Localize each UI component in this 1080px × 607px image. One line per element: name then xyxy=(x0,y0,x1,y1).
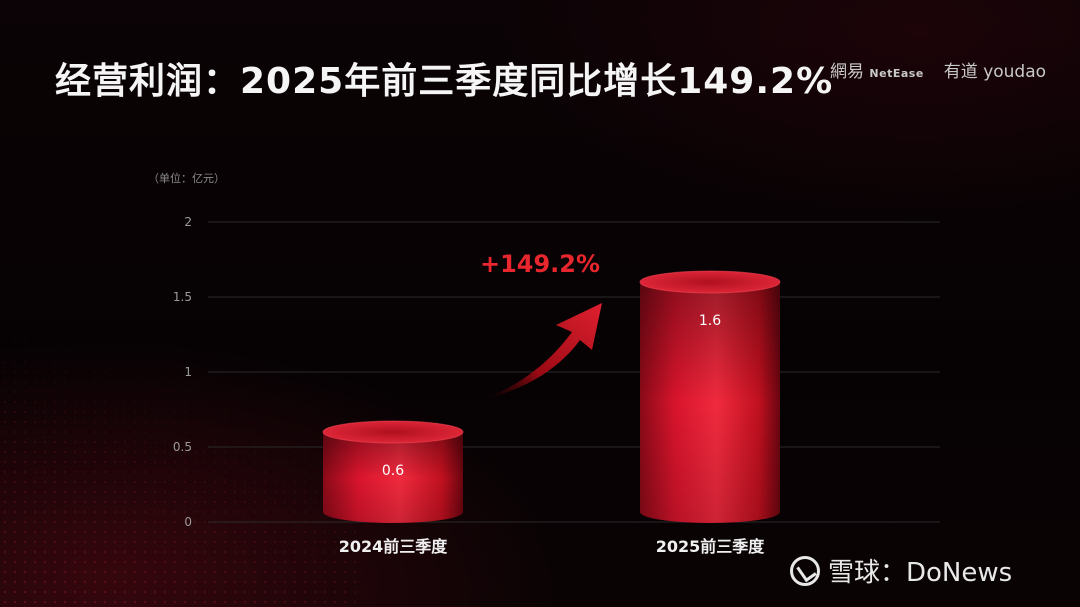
x-axis-labels: 2024前三季度 2025前三季度 xyxy=(339,537,766,556)
bars-group: 0.6 1.6 xyxy=(322,270,781,523)
watermark: 雪球：DoNews xyxy=(790,552,1012,589)
youdao-logo-cn: 有道 xyxy=(943,62,978,82)
bar-shade xyxy=(640,282,780,523)
x-category-label: 2025前三季度 xyxy=(656,537,766,556)
y-tick-label: 1.5 xyxy=(173,290,192,304)
dot-pattern-decoration xyxy=(0,277,360,607)
netease-logo: 網易 NetEase xyxy=(830,57,924,82)
y-tick-label: 2 xyxy=(184,215,192,229)
y-tick-label: 1 xyxy=(184,365,192,379)
growth-arrow xyxy=(487,303,602,398)
youdao-logo: 有道 youdao xyxy=(944,57,1046,82)
bar-top xyxy=(322,420,464,444)
bar-value-label: 0.6 xyxy=(382,463,404,479)
xueqiu-icon xyxy=(790,555,820,586)
bar-value-label: 1.6 xyxy=(699,313,721,329)
y-tick-label: 0 xyxy=(184,515,192,529)
bar: 1.6 xyxy=(639,270,781,523)
bar: 0.6 xyxy=(322,420,464,523)
unit-label: （单位：亿元） xyxy=(148,171,225,185)
y-axis: 0 0.5 1 1.5 2 xyxy=(173,215,940,529)
growth-annotation: +149.2% xyxy=(480,250,600,278)
netease-logo-cn: 網易 xyxy=(830,62,864,82)
watermark-text: 雪球：DoNews xyxy=(828,558,1013,588)
youdao-logo-en: youdao xyxy=(983,62,1047,82)
bar-top xyxy=(639,270,781,294)
x-category-label: 2024前三季度 xyxy=(339,537,449,556)
bar-shade xyxy=(323,432,463,523)
brand-logos: 網易 NetEase 有道 youdao xyxy=(830,57,1046,82)
y-tick-label: 0.5 xyxy=(173,440,192,454)
page-title: 经营利润：2025年前三季度同比增长149.2% xyxy=(55,61,834,102)
netease-logo-en: NetEase xyxy=(869,67,924,80)
growth-arrow-shape xyxy=(487,303,602,398)
